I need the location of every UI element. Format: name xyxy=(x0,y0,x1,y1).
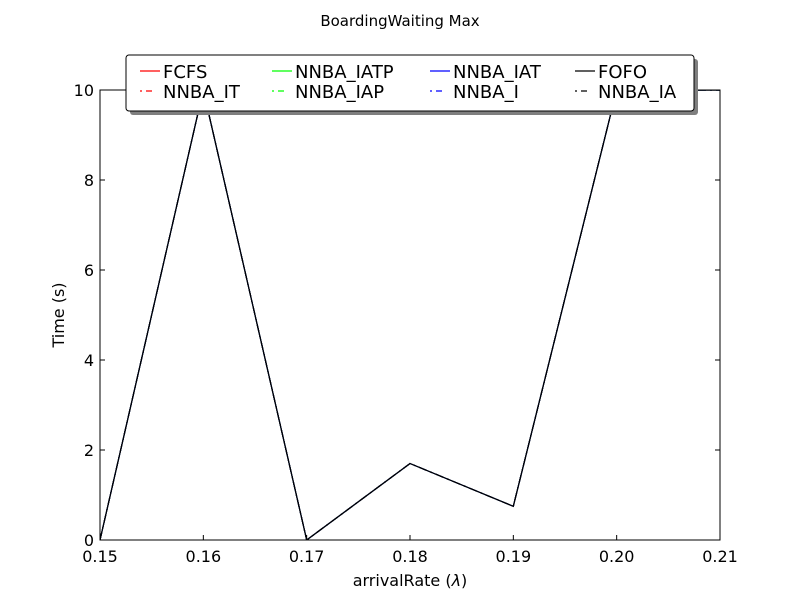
x-tick-label: 0.17 xyxy=(289,547,325,566)
legend-label: NNBA_IAP xyxy=(295,82,384,103)
plot-frame xyxy=(99,89,721,541)
series-layer xyxy=(100,90,720,540)
legend-label: NNBA_IATP xyxy=(295,62,394,83)
y-tick-label: 4 xyxy=(84,351,94,370)
ticks-layer: 0.15 0.16 0.17 0.18 0.19 0.20 0.21 0 2 4 6 8 10 xyxy=(74,81,738,566)
series-line-nnba-ia xyxy=(100,90,720,540)
legend-box xyxy=(125,54,695,112)
y-tick-label: 6 xyxy=(84,261,94,280)
legend-label: NNBA_IAT xyxy=(453,62,542,83)
x-tick-label: 0.19 xyxy=(496,547,532,566)
y-tick-label: 10 xyxy=(74,81,94,100)
x-axis-label: arrivalRate (λ) xyxy=(353,571,468,590)
series-line-nnba-iat xyxy=(100,90,720,540)
x-tick-label: 0.16 xyxy=(186,547,222,566)
y-tick-label: 0 xyxy=(84,531,94,550)
legend-label: FOFO xyxy=(598,62,647,83)
legend: FCFSNNBA_ITNNBA_IATPNNBA_IAPNNBA_IATNNBA… xyxy=(125,54,698,115)
legend-label: NNBA_IA xyxy=(598,82,677,103)
x-tick-label: 0.18 xyxy=(392,547,428,566)
series-line-nnba-iap xyxy=(100,90,720,540)
legend-label: NNBA_IT xyxy=(163,82,241,103)
x-tick-label: 0.21 xyxy=(702,547,738,566)
y-tick-label: 8 xyxy=(84,171,94,190)
y-tick-label: 2 xyxy=(84,441,94,460)
y-axis-label: Time (s) xyxy=(49,282,68,348)
x-tick-label: 0.15 xyxy=(82,547,118,566)
series-line-fcfs xyxy=(100,90,720,540)
legend-label: FCFS xyxy=(163,62,207,83)
x-tick-label: 0.20 xyxy=(599,547,635,566)
legend-label: NNBA_I xyxy=(453,82,519,103)
series-line-nnba-iatp xyxy=(100,90,720,540)
series-line-nnba-i xyxy=(100,90,720,540)
series-line-nnba-it xyxy=(100,90,720,540)
chart-title: BoardingWaiting Max xyxy=(320,12,479,30)
series-line-fofo xyxy=(100,90,720,540)
